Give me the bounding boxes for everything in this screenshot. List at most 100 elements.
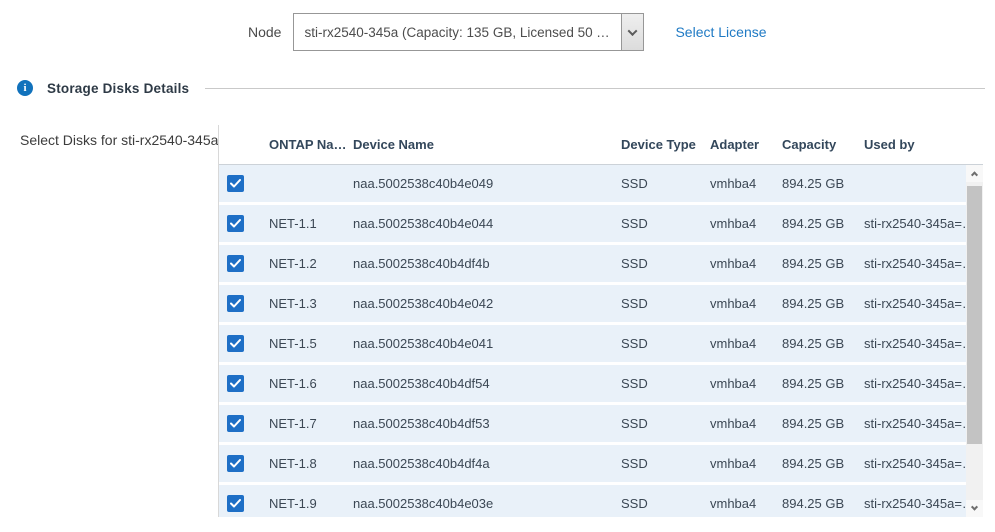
node-select-value: sti-rx2540-345a (Capacity: 135 GB, Licen… (304, 24, 618, 40)
checkmark-icon (230, 219, 241, 228)
cell-ontap-name: NET-1.9 (269, 496, 317, 511)
row-checkbox-cell (219, 415, 261, 432)
cell-used-by: sti-rx2540-345a=… (864, 296, 966, 311)
cell-ontap-name: NET-1.1 (269, 216, 317, 231)
row-checkbox-cell (219, 175, 261, 192)
chevron-down-icon (628, 25, 638, 36)
row-checkbox-cell (219, 295, 261, 312)
cell-used-by: sti-rx2540-345a=… (864, 496, 966, 511)
cell-used-by: sti-rx2540-345a=… (864, 256, 966, 271)
cell-used-by: sti-rx2540-345a=… (864, 216, 966, 231)
cell-device-name: naa.5002538c40b4df54 (353, 376, 490, 391)
row-checkbox[interactable] (227, 415, 244, 432)
column-header-device-type[interactable]: Device Type (621, 137, 696, 152)
node-select-dropdown[interactable]: sti-rx2540-345a (Capacity: 135 GB, Licen… (293, 13, 645, 51)
cell-capacity: 894.25 GB (782, 336, 845, 351)
cell-device-name: naa.5002538c40b4e044 (353, 216, 494, 231)
cell-device-type: SSD (621, 456, 648, 471)
cell-device-name: naa.5002538c40b4e042 (353, 296, 494, 311)
column-header-used-by[interactable]: Used by (864, 137, 915, 152)
column-header-ontap-name[interactable]: ONTAP Na… (269, 137, 345, 152)
info-icon: i (17, 80, 33, 96)
select-license-link[interactable]: Select License (675, 24, 767, 40)
chevron-up-icon (970, 171, 979, 179)
row-checkbox[interactable] (227, 295, 244, 312)
table-row[interactable]: NET-1.3 naa.5002538c40b4e042 SSD vmhba4 … (219, 285, 966, 322)
table-row[interactable]: NET-1.9 naa.5002538c40b4e03e SSD vmhba4 … (219, 485, 966, 517)
checkmark-icon (230, 179, 241, 188)
dropdown-arrow-button[interactable] (621, 14, 644, 50)
vertical-scrollbar[interactable] (966, 165, 983, 517)
scrollbar-thumb[interactable] (967, 186, 982, 444)
row-checkbox[interactable] (227, 175, 244, 192)
cell-device-name: naa.5002538c40b4e041 (353, 336, 494, 351)
column-header-capacity[interactable]: Capacity (782, 137, 837, 152)
cell-used-by: sti-rx2540-345a=… (864, 456, 966, 471)
cell-capacity: 894.25 GB (782, 296, 845, 311)
table-body: naa.5002538c40b4e049 SSD vmhba4 894.25 G… (219, 165, 983, 517)
cell-adapter: vmhba4 (710, 176, 757, 191)
checkmark-icon (230, 259, 241, 268)
cell-device-name: naa.5002538c40b4e049 (353, 176, 494, 191)
cell-adapter: vmhba4 (710, 216, 757, 231)
cell-device-type: SSD (621, 256, 648, 271)
section-divider (205, 87, 985, 89)
row-checkbox-cell (219, 375, 261, 392)
checkmark-icon (230, 499, 241, 508)
row-checkbox[interactable] (227, 375, 244, 392)
cell-ontap-name: NET-1.8 (269, 456, 317, 471)
row-checkbox[interactable] (227, 455, 244, 472)
section-header: i Storage Disks Details (17, 80, 985, 96)
column-header-adapter[interactable]: Adapter (710, 137, 760, 152)
row-checkbox[interactable] (227, 215, 244, 232)
node-selector-row: Node sti-rx2540-345a (Capacity: 135 GB, … (248, 13, 767, 51)
cell-device-name: naa.5002538c40b4df4b (353, 256, 490, 271)
table-row[interactable]: NET-1.6 naa.5002538c40b4df54 SSD vmhba4 … (219, 365, 966, 402)
cell-adapter: vmhba4 (710, 416, 757, 431)
table-row[interactable]: NET-1.5 naa.5002538c40b4e041 SSD vmhba4 … (219, 325, 966, 362)
select-disks-label: Select Disks for sti-rx2540-345a (20, 132, 219, 148)
scrollbar-down-button[interactable] (966, 500, 983, 517)
cell-capacity: 894.25 GB (782, 416, 845, 431)
column-header-device-name[interactable]: Device Name (353, 137, 434, 152)
checkmark-icon (230, 419, 241, 428)
cell-used-by: sti-rx2540-345a=… (864, 336, 966, 351)
cell-capacity: 894.25 GB (782, 176, 845, 191)
checkmark-icon (230, 379, 241, 388)
disks-table: ONTAP Na… Device Name Device Type Adapte… (218, 125, 983, 517)
cell-used-by: sti-rx2540-345a=… (864, 376, 966, 391)
chevron-down-icon (970, 503, 979, 511)
scrollbar-up-button[interactable] (966, 165, 983, 182)
checkmark-icon (230, 339, 241, 348)
cell-device-type: SSD (621, 416, 648, 431)
cell-ontap-name: NET-1.5 (269, 336, 317, 351)
cell-device-type: SSD (621, 376, 648, 391)
cell-ontap-name: NET-1.2 (269, 256, 317, 271)
cell-capacity: 894.25 GB (782, 376, 845, 391)
row-checkbox[interactable] (227, 495, 244, 512)
table-row[interactable]: NET-1.1 naa.5002538c40b4e044 SSD vmhba4 … (219, 205, 966, 242)
cell-device-type: SSD (621, 336, 648, 351)
cell-device-type: SSD (621, 296, 648, 311)
row-checkbox-cell (219, 335, 261, 352)
checkmark-icon (230, 299, 241, 308)
table-header-row: ONTAP Na… Device Name Device Type Adapte… (219, 125, 983, 165)
cell-adapter: vmhba4 (710, 376, 757, 391)
cell-ontap-name: NET-1.6 (269, 376, 317, 391)
cell-device-name: naa.5002538c40b4df4a (353, 456, 490, 471)
cell-ontap-name: NET-1.3 (269, 296, 317, 311)
table-row[interactable]: NET-1.8 naa.5002538c40b4df4a SSD vmhba4 … (219, 445, 966, 482)
cell-device-name: naa.5002538c40b4df53 (353, 416, 490, 431)
table-row[interactable]: naa.5002538c40b4e049 SSD vmhba4 894.25 G… (219, 165, 966, 202)
row-checkbox[interactable] (227, 335, 244, 352)
checkmark-icon (230, 459, 241, 468)
cell-capacity: 894.25 GB (782, 456, 845, 471)
table-row[interactable]: NET-1.2 naa.5002538c40b4df4b SSD vmhba4 … (219, 245, 966, 282)
cell-adapter: vmhba4 (710, 296, 757, 311)
row-checkbox[interactable] (227, 255, 244, 272)
section-title: Storage Disks Details (47, 80, 190, 96)
row-checkbox-cell (219, 215, 261, 232)
cell-capacity: 894.25 GB (782, 216, 845, 231)
table-row[interactable]: NET-1.7 naa.5002538c40b4df53 SSD vmhba4 … (219, 405, 966, 442)
